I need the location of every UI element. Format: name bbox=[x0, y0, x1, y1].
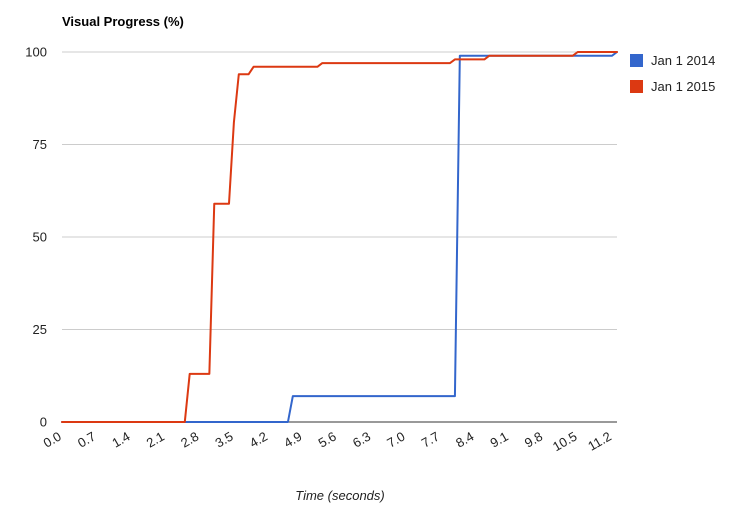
legend-label: Jan 1 2015 bbox=[651, 78, 716, 94]
x-axis-title: Time (seconds) bbox=[295, 488, 385, 503]
x-tick-label: 8.4 bbox=[453, 429, 476, 451]
tick-layer: 0 25 50 75 100 0.0 0.7 1.4 2.1 2.8 3.5 4.2 4.9 5.6 6.3… bbox=[25, 45, 614, 455]
series-line-2 bbox=[61, 51, 618, 423]
legend-item[interactable]: Jan 1 2015 bbox=[630, 76, 730, 96]
x-tick-label: 7.7 bbox=[419, 429, 442, 451]
x-tick-label: 6.3 bbox=[350, 429, 373, 451]
y-tick-label: 100 bbox=[25, 45, 47, 60]
x-tick-label: 1.4 bbox=[109, 429, 132, 451]
y-tick-label: 75 bbox=[33, 137, 47, 152]
x-tick-label: 9.8 bbox=[522, 429, 545, 451]
x-tick-label: 7.0 bbox=[384, 429, 407, 451]
x-tick-label: 3.5 bbox=[213, 429, 236, 451]
y-tick-label: 25 bbox=[33, 322, 47, 337]
series-line-1 bbox=[61, 51, 618, 423]
legend-item[interactable]: Jan 1 2014 bbox=[630, 50, 730, 70]
chart-legend: Jan 1 2014 Jan 1 2015 bbox=[630, 50, 730, 102]
x-tick-label: 4.2 bbox=[247, 429, 270, 451]
x-tick-label: 2.8 bbox=[178, 429, 201, 451]
x-tick-label: 4.9 bbox=[281, 429, 304, 451]
legend-label: Jan 1 2014 bbox=[651, 52, 716, 68]
x-tick-label: 11.2 bbox=[585, 429, 614, 454]
x-tick-label: 10.5 bbox=[550, 429, 579, 455]
y-tick-label: 50 bbox=[33, 230, 47, 245]
x-tick-label: 5.6 bbox=[316, 429, 339, 451]
x-tick-label: 0.7 bbox=[75, 429, 98, 451]
grid-layer bbox=[62, 51, 617, 330]
chart-title: Visual Progress (%) bbox=[62, 14, 184, 29]
x-tick-label: 9.1 bbox=[488, 429, 511, 451]
x-tick-label: 0.0 bbox=[41, 429, 64, 451]
legend-swatch bbox=[630, 53, 643, 67]
legend-swatch bbox=[630, 79, 643, 93]
x-tick-label: 2.1 bbox=[144, 429, 167, 451]
series-layer bbox=[61, 51, 618, 423]
y-tick-label: 0 bbox=[40, 415, 47, 430]
